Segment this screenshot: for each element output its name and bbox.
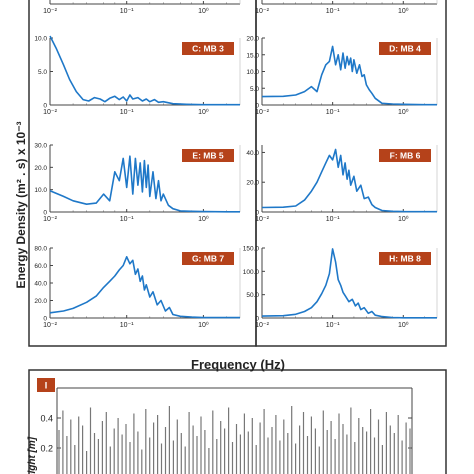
y-tick-label: 0 [255, 210, 259, 217]
y-tick-label: 5.0 [38, 69, 47, 76]
panel-label-text: D: MB 4 [389, 44, 421, 54]
series-line [261, 45, 437, 106]
panel-label-badge [182, 149, 234, 162]
panel-label-badge [379, 252, 431, 265]
x-tick-label: 10⁰ [398, 7, 409, 15]
series-line [49, 35, 240, 106]
panel-f: 10⁻² 10⁻¹ 10⁰ 40.0 20.0 0 F: MB 6 [246, 145, 438, 223]
x-tick-label: 10⁻¹ [326, 109, 340, 116]
x-tick-label: 10⁰ [398, 108, 409, 116]
right-frame [255, 0, 447, 347]
y-tick-label: 5.0 [250, 86, 259, 93]
y-tick-label: 10.0 [34, 187, 47, 194]
x-tick-label: 10⁰ [398, 215, 409, 223]
panel-top-left-partial: 10⁻² 10⁻¹ 10⁰ [43, 0, 241, 15]
panel-h: 10⁻² 10⁻¹ 10⁰ 150.0 100.0 50.0 0 H: MB 8 [243, 246, 438, 329]
y-tick-label: 20.0 [246, 36, 259, 43]
series-line [261, 248, 437, 319]
y-tick-label: 50.0 [246, 292, 259, 299]
panel-e: 10⁻² 10⁻¹ 10⁰ 30.0 20.0 10.0 0 E: MB 5 [34, 143, 241, 223]
y-tick-label: 150.0 [243, 246, 260, 253]
y-tick-label: 10.0 [34, 36, 47, 43]
x-tick-label: 10⁻² [255, 322, 269, 329]
y-tick-label: 0.4 [40, 414, 53, 424]
x-tick-label: 10⁻² [43, 322, 57, 329]
y-tick-label: 10.0 [246, 69, 259, 76]
panel-label-badge [379, 149, 431, 162]
series-line [261, 148, 437, 213]
y-tick-label: 0 [43, 316, 47, 323]
y-tick-label: 60.0 [34, 263, 47, 270]
x-tick-label: 10⁻² [255, 216, 269, 223]
panel-label-text: H: MB 8 [389, 254, 421, 264]
y-tick-label: 20.0 [34, 298, 47, 305]
shared-y-axis-label: Energy Density (m² . s) x 10⁻³ [14, 121, 28, 288]
x-tick-label: 10⁻¹ [326, 322, 340, 329]
x-tick-label: 10⁻¹ [326, 8, 340, 15]
panel-label-text: I [45, 381, 48, 391]
x-tick-label: 10⁻¹ [120, 216, 134, 223]
x-tick-label: 10⁻¹ [326, 216, 340, 223]
panels-group: 10⁻² 10⁻¹ 10⁰ 10⁻² 10⁻¹ 10⁰ 10⁻² 10⁻¹ 10⁰ 10.0 5.0… [27, 0, 438, 474]
panel-label-badge [379, 42, 431, 55]
x-tick-label: 10⁰ [398, 321, 409, 329]
y-tick-label: 30.0 [34, 143, 47, 150]
panel-label-badge [182, 42, 234, 55]
x-tick-label: 10⁻² [43, 8, 57, 15]
x-tick-label: 10⁰ [198, 108, 209, 116]
x-tick-label: 10⁰ [198, 7, 209, 15]
y-tick-label: 0.2 [40, 444, 53, 454]
y-tick-label: 100.0 [243, 269, 260, 276]
y-tick-label: 80.0 [34, 246, 47, 253]
panel-d: 10⁻² 10⁻¹ 10⁰ 20.0 15.0 10.0 5.0 0 D: MB 4 [246, 36, 438, 116]
x-tick-label: 10⁻¹ [120, 8, 134, 15]
y-tick-label: 20.0 [246, 180, 259, 187]
y-tick-label: 15.0 [246, 52, 259, 59]
x-tick-label: 10⁻¹ [120, 322, 134, 329]
x-tick-label: 10⁻² [255, 8, 269, 15]
bottom-frame [28, 369, 447, 474]
panel-label-badge [37, 378, 55, 392]
x-tick-label: 10⁻² [255, 109, 269, 116]
x-tick-label: 10⁰ [198, 321, 209, 329]
panel-label-badge [182, 252, 234, 265]
panel-label-text: F: MB 6 [390, 151, 421, 161]
y-tick-label: 0 [255, 103, 259, 110]
y-tick-label: 20.0 [34, 165, 47, 172]
series-line [49, 256, 240, 319]
panel-label-text: E: MB 5 [192, 151, 223, 161]
panel-label-text: C: MB 3 [192, 44, 224, 54]
x-tick-label: 10⁰ [198, 215, 209, 223]
panel-c: 10⁻² 10⁻¹ 10⁰ 10.0 5.0 0 C: MB 3 [34, 35, 241, 116]
x-tick-label: 10⁻¹ [120, 109, 134, 116]
y-tick-label: 40.0 [34, 281, 47, 288]
y-tick-label: 0 [43, 103, 47, 110]
y-tick-label: 0 [255, 316, 259, 323]
y-tick-label: 40.0 [246, 150, 259, 157]
panel-label-text: G: MB 7 [192, 254, 224, 264]
x-tick-label: 10⁻² [43, 109, 57, 116]
series-line [49, 155, 240, 213]
y-axis-label: eight [m] [27, 436, 38, 474]
y-tick-label: 0 [43, 210, 47, 217]
panel-top-right-partial: 10⁻² 10⁻¹ 10⁰ [255, 0, 438, 15]
shared-x-axis-label: Frequency (Hz) [191, 357, 285, 372]
x-tick-label: 10⁻² [43, 216, 57, 223]
panel-g: 10⁻² 10⁻¹ 10⁰ 80.0 60.0 40.0 20.0 0 G: MB 7 [34, 246, 241, 329]
